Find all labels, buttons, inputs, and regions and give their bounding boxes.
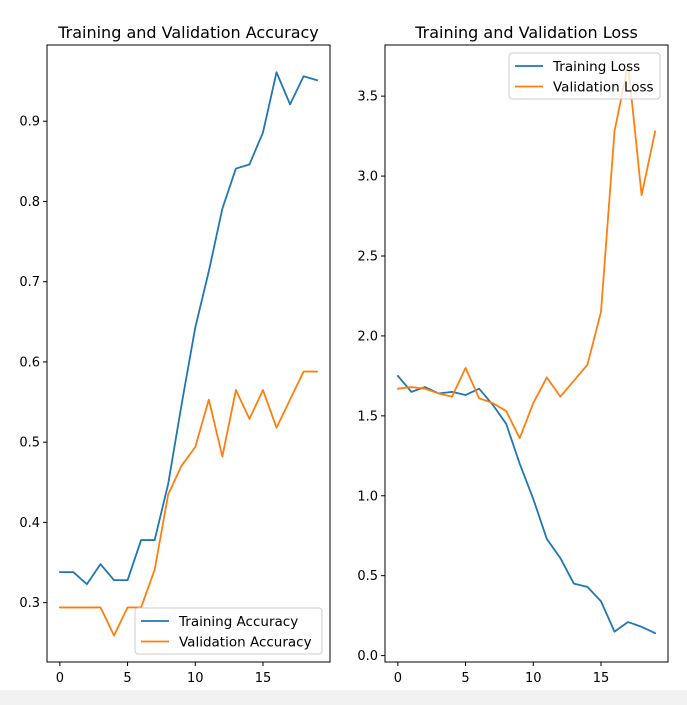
legend-label: Validation Loss <box>553 80 654 96</box>
legend-label: Training Accuracy <box>178 614 298 630</box>
legend-label: Training Loss <box>552 59 640 75</box>
legend-box <box>508 52 661 100</box>
y-tick-label: 0.9 <box>19 115 40 130</box>
y-tick-label: 0.3 <box>19 596 40 611</box>
plot-frame <box>46 44 331 663</box>
x-tick-label: 0 <box>394 671 402 686</box>
series-line-validation-loss <box>396 63 657 440</box>
legend: Training Loss Validation Loss <box>508 52 661 100</box>
y-tick-label: 2.5 <box>357 249 378 264</box>
x-tick-label: 10 <box>525 671 542 686</box>
y-tick-label: 0.4 <box>19 516 40 531</box>
y-tick-label: 0.7 <box>19 275 40 290</box>
y-tick-label: 0.0 <box>357 649 378 664</box>
y-tick-label: 2.0 <box>357 329 378 344</box>
series-line-training-accuracy <box>58 71 319 586</box>
chart-title: Training and Validation Accuracy <box>57 23 319 42</box>
series-line-training-loss <box>396 374 657 635</box>
legend: Training Accuracy Validation Accuracy <box>134 607 323 655</box>
y-tick-label: 0.8 <box>19 195 40 210</box>
figure: Training and Validation Accuracy 0 5 10 15 0.… <box>19 23 669 686</box>
x-tick-label: 5 <box>123 671 131 686</box>
series-line-validation-accuracy <box>58 370 319 637</box>
chart-accuracy: Training and Validation Accuracy 0 5 10 15 0.… <box>19 23 331 686</box>
x-tick-label: 5 <box>461 671 469 686</box>
x-tick-label: 15 <box>255 671 272 686</box>
y-tick-label: 3.5 <box>357 90 378 105</box>
legend-box <box>134 607 323 655</box>
x-tick-label: 15 <box>593 671 610 686</box>
legend-label: Validation Accuracy <box>179 635 312 651</box>
y-tick-label: 0.5 <box>19 436 40 451</box>
bottom-strip <box>0 690 687 705</box>
chart-title: Training and Validation Loss <box>414 23 638 42</box>
y-tick-label: 0.6 <box>19 355 40 370</box>
y-tick-label: 0.5 <box>357 569 378 584</box>
chart-loss: Training and Validation Loss 0 5 10 15 0.0 0.5… <box>357 23 669 686</box>
x-tick-label: 10 <box>187 671 204 686</box>
y-tick-label: 1.5 <box>357 409 378 424</box>
plot-frame <box>384 44 669 663</box>
x-tick-label: 0 <box>56 671 64 686</box>
y-tick-label: 3.0 <box>357 170 378 185</box>
y-tick-label: 1.0 <box>357 489 378 504</box>
